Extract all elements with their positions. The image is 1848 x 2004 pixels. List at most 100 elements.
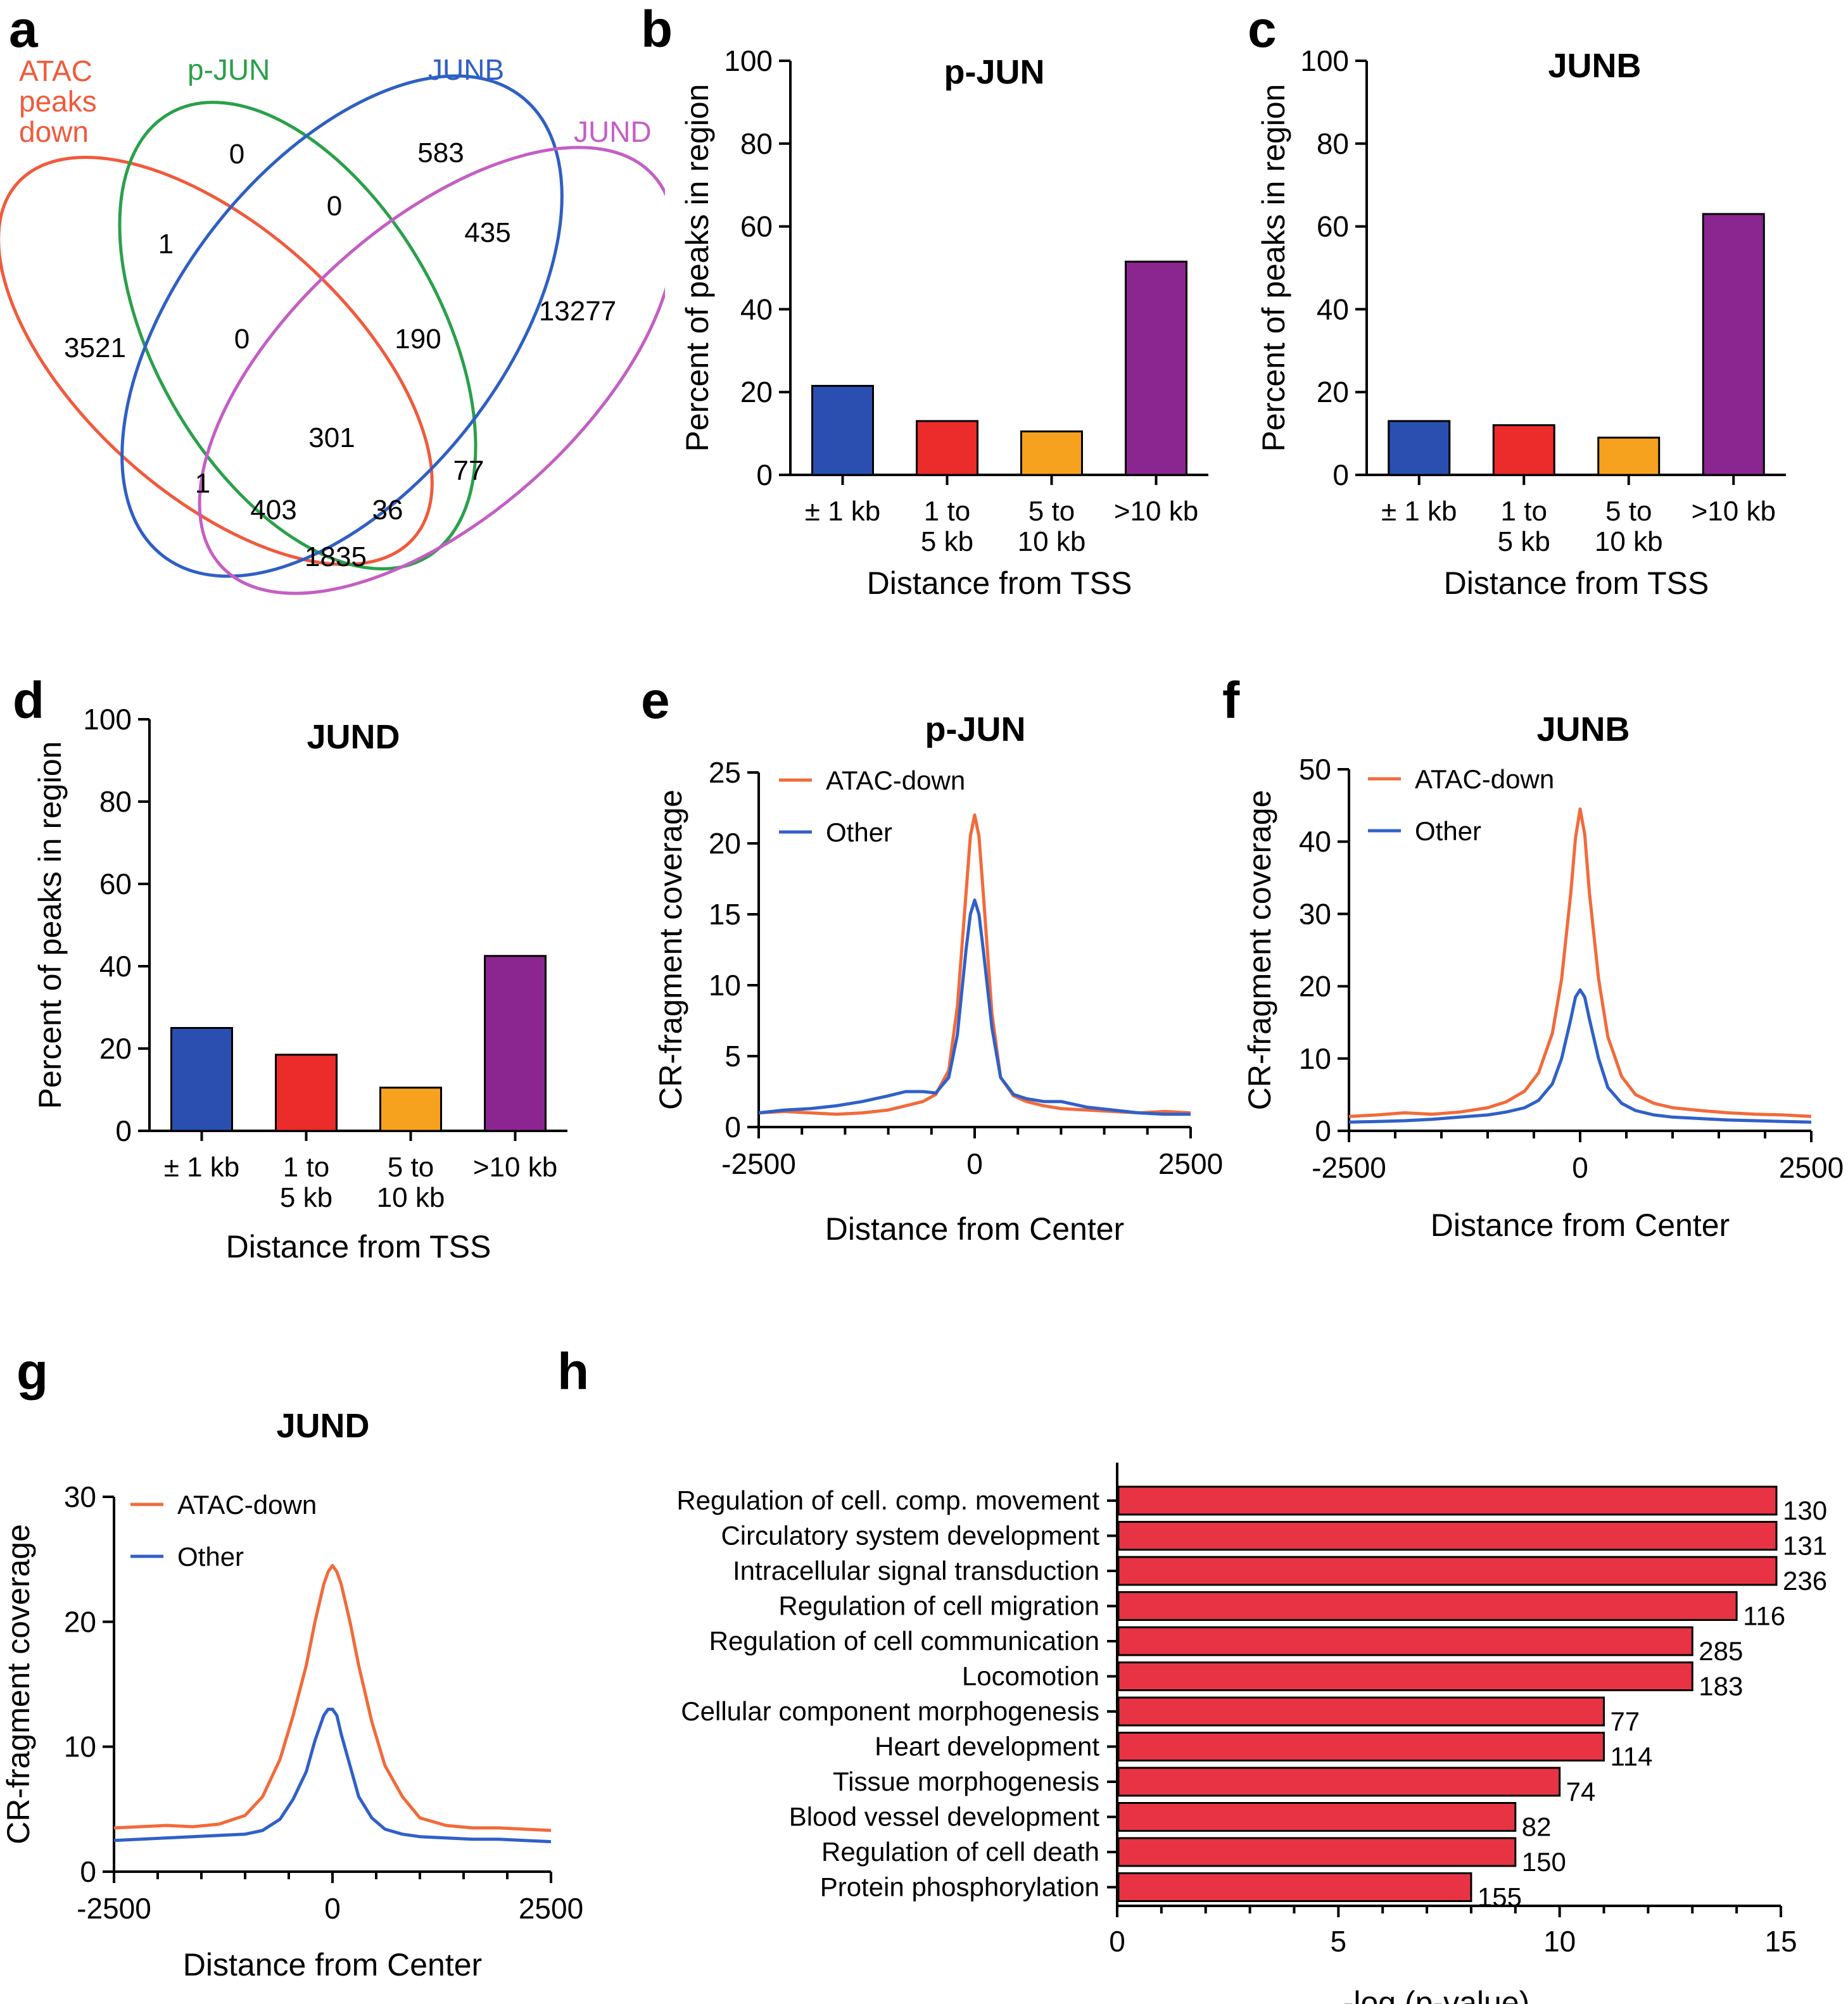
x-tick-label: 2500	[519, 1892, 583, 1925]
venn-count-atac-jund: 1835	[305, 541, 367, 572]
x-tick-label: 10 kb	[1595, 526, 1663, 557]
go-bar	[1117, 1591, 1738, 1621]
venn-diagram	[0, 74, 665, 595]
venn-ellipse-jund	[198, 146, 665, 595]
venn-count-atac-only: 3521	[64, 332, 126, 363]
venn-label-jund: JUND	[574, 115, 652, 148]
x-axis-label: Distance from Center	[825, 1211, 1124, 1247]
y-axis-label: Percent of peaks in region	[680, 84, 715, 452]
panel-label-g: g	[16, 1343, 49, 1401]
venn-label-atac-2: peaks	[19, 85, 97, 118]
y-tick-label: 20	[1299, 970, 1331, 1003]
x-tick-label: 1 to	[1501, 496, 1547, 527]
go-bar	[1117, 1661, 1693, 1691]
legend-label: ATAC-down	[177, 1490, 317, 1520]
y-tick-label: 15	[709, 898, 741, 931]
x-tick-label: 0	[1572, 1151, 1588, 1184]
y-tick-label: 40	[99, 950, 132, 983]
y-tick-label: 10	[64, 1730, 96, 1763]
bar	[811, 384, 874, 476]
panel-b: b 0 20 40 60 80 100 ± 1 kb 1 to 5 kb 5 to 10 kb >10…	[633, 0, 1241, 633]
category-label: Locomotion	[962, 1661, 1099, 1691]
y-tick-label: 100	[1300, 44, 1349, 77]
y-tick-label: 80	[99, 785, 132, 818]
data-label: 130	[1783, 1496, 1827, 1525]
data-label: 285	[1699, 1636, 1743, 1666]
category-label: Regulation of cell migration	[778, 1591, 1099, 1621]
go-bar	[1117, 1872, 1472, 1902]
y-tick-label: 50	[1299, 753, 1331, 786]
x-tick-label: >10 kb	[1692, 496, 1776, 527]
panel-label-a: a	[9, 1, 38, 58]
series-line-atac-down	[758, 813, 1191, 1116]
panel-label-h: h	[557, 1343, 590, 1401]
x-axis-label: -log (p-value)	[1343, 1985, 1530, 2004]
y-axis-label: CR-fragment coverage	[1, 1524, 36, 1844]
data-label: 150	[1522, 1847, 1566, 1877]
data-label: 74	[1566, 1777, 1596, 1806]
y-tick-label: 100	[724, 44, 773, 77]
legend-label: Other	[1415, 816, 1481, 846]
bar	[1020, 430, 1083, 476]
venn-count-jund-only: 13277	[538, 296, 617, 327]
x-tick-label: 0	[966, 1147, 983, 1180]
bar	[275, 1054, 338, 1132]
venn-count-pjun-atac: 1	[158, 229, 174, 260]
y-tick-label: 0	[80, 1855, 96, 1888]
y-tick-label: 10	[1299, 1042, 1331, 1075]
data-label: 82	[1522, 1812, 1552, 1842]
y-tick-label: 20	[1317, 375, 1349, 408]
x-tick-label: 2500	[1779, 1151, 1844, 1184]
y-tick-label: 30	[64, 1480, 96, 1513]
x-tick-label: 1 to	[283, 1152, 329, 1183]
category-label: Blood vessel development	[789, 1802, 1100, 1832]
venn-count-pjun-junb-jund: 190	[395, 324, 441, 355]
bar	[1702, 213, 1765, 476]
series-line-other	[113, 1708, 552, 1844]
category-label: Heart development	[875, 1732, 1099, 1761]
go-bar	[1117, 1732, 1605, 1761]
x-tick-label: -2500	[77, 1892, 151, 1925]
series-line-other	[758, 898, 1191, 1116]
x-tick-label: 5 kb	[280, 1182, 332, 1213]
go-bar	[1117, 1485, 1778, 1516]
venn-count-pjun-junb: 0	[326, 191, 343, 222]
y-tick-label: 40	[1299, 825, 1331, 858]
venn-count-pjun-jund: 77	[453, 455, 484, 486]
panel-h: h 0 5 10 15 -log (p-value) Regulation of cell…	[557, 1342, 1848, 2004]
bar	[1388, 420, 1451, 476]
y-tick-label: 30	[1299, 897, 1331, 930]
go-bar	[1117, 1521, 1778, 1551]
y-axis-label: CR-fragment coverage	[1242, 790, 1277, 1111]
y-tick-label: 0	[115, 1114, 132, 1147]
bar	[1597, 436, 1661, 476]
series-line-atac-down	[1348, 807, 1812, 1118]
venn-label-junb: JUNB	[428, 53, 505, 86]
venn-label-atac: ATAC peaks down	[19, 56, 97, 147]
venn-count-atac-junb: 1	[194, 468, 211, 499]
y-tick-label: 80	[740, 127, 773, 160]
chart-title: JUNB	[1536, 710, 1630, 748]
bar	[916, 420, 978, 476]
venn-ellipse-pjun	[118, 101, 478, 570]
category-label: Tissue morphogenesis	[833, 1767, 1099, 1796]
go-bar	[1117, 1626, 1693, 1656]
x-axis-label: Distance from Center	[183, 1947, 482, 1982]
panel-d: d 0 20 40 60 80 100 ± 1 kb 1 to 5 kb 5 to 10 kb >10…	[0, 671, 633, 1298]
venn-count-junb-jund: 435	[464, 217, 511, 248]
y-axis-label: Percent of peaks in region	[32, 741, 68, 1109]
y-axis-label: Percent of peaks in region	[1256, 84, 1291, 452]
y-tick-label: 20	[740, 375, 773, 408]
y-tick-label: 20	[99, 1032, 132, 1065]
y-tick-label: 100	[83, 703, 132, 736]
y-tick-label: 10	[709, 969, 741, 1002]
x-tick-label: 10 kb	[1018, 526, 1086, 557]
chart-h: 0 5 10 15 -log (p-value) Regulation of cell. …	[676, 1463, 1827, 2004]
x-axis-label: Distance from Center	[1431, 1207, 1730, 1243]
category-label: Circulatory system development	[721, 1521, 1099, 1551]
y-tick-label: 0	[756, 458, 773, 491]
x-tick-label: -2500	[1312, 1151, 1386, 1184]
